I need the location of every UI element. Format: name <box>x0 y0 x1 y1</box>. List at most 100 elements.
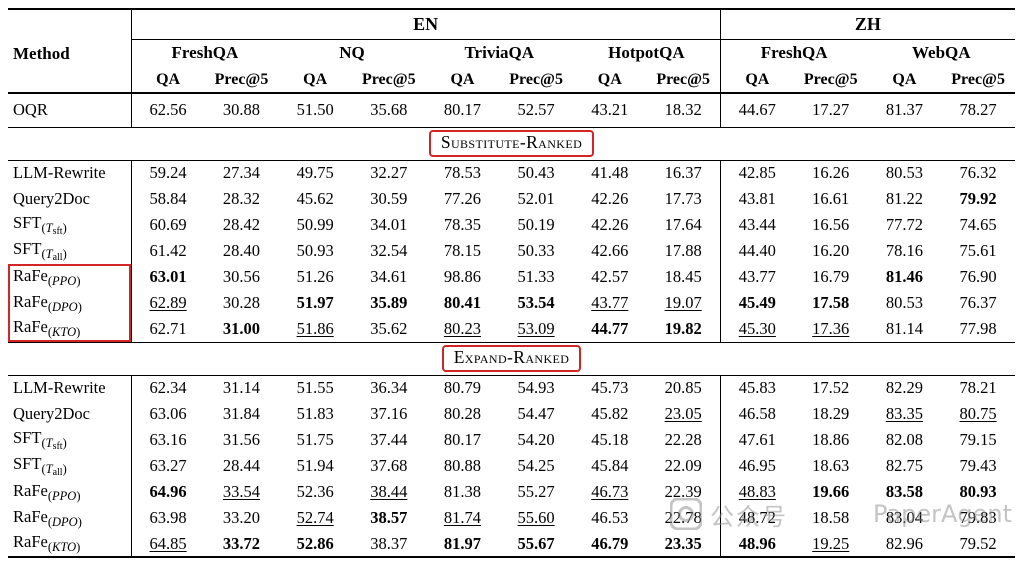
value-cell: 78.35 <box>443 215 482 234</box>
value-cell: 45.49 <box>719 290 794 316</box>
value-cell: 46.53 <box>591 508 629 527</box>
metric-header-qa: QA <box>130 67 205 94</box>
value-cell: 52.01 <box>517 189 555 208</box>
method-text: RaFe <box>13 317 48 337</box>
method-text: KTO <box>52 325 77 340</box>
value-cell: 81.38 <box>443 482 482 501</box>
method-text: SFT <box>13 454 42 473</box>
method-cell: OQR <box>8 93 131 127</box>
value-cell: 38.37 <box>351 531 426 558</box>
value-cell: 33.54 <box>222 482 261 501</box>
value-cell: 50.19 <box>517 215 555 234</box>
value-cell: 78.15 <box>443 241 482 260</box>
method-text: ) <box>77 514 82 529</box>
value-cell: 74.65 <box>959 215 997 234</box>
value-cell: 28.44 <box>222 456 261 475</box>
value-cell: 48.72 <box>719 505 794 531</box>
value-cell: 80.23 <box>443 318 482 338</box>
value-cell: 51.26 <box>296 267 334 286</box>
value-cell: 28.32 <box>222 189 261 208</box>
value-cell: 19.07 <box>664 293 702 312</box>
section-header-cell: Expand-Ranked <box>8 341 1015 376</box>
value-cell: 47.61 <box>719 427 794 453</box>
value-cell: 30.28 <box>222 293 261 312</box>
value-cell: 43.21 <box>591 100 629 120</box>
metric-header-qa: QA <box>572 67 647 94</box>
value-cell: 63.01 <box>130 264 205 290</box>
value-cell: 80.79 <box>443 378 482 398</box>
method-text: RaFe <box>13 291 48 311</box>
method-text: T <box>45 462 53 476</box>
value-cell: 50.33 <box>517 241 555 260</box>
value-cell: 79.15 <box>959 430 997 449</box>
method-text: RaFe <box>13 265 48 285</box>
method-cell: Query2Doc <box>8 186 131 212</box>
section-header-cell: Substitute-Ranked <box>8 126 1015 161</box>
value-cell: 51.33 <box>517 267 555 286</box>
method-text: KTO <box>52 540 77 554</box>
results-table-wrap: EN ZH Method FreshQA NQ TriviaQA HotpotQ… <box>8 8 1015 558</box>
method-text: T <box>45 221 53 235</box>
method-cell: RaFe(KTO) <box>8 316 131 342</box>
method-cell: RaFe(PPO) <box>8 264 131 290</box>
metric-header-row: QA Prec@5 QA Prec@5 QA Prec@5 QA Prec@5 … <box>8 67 1015 94</box>
value-cell: 61.42 <box>130 238 205 264</box>
value-cell: 81.46 <box>885 267 923 286</box>
value-cell: 79.43 <box>959 456 997 475</box>
method-cell: SFT(Tsft) <box>8 212 131 238</box>
value-cell: 17.36 <box>812 318 850 338</box>
value-cell: 53.09 <box>517 318 555 338</box>
value-cell: 51.97 <box>296 293 334 312</box>
value-cell: 19.66 <box>812 482 850 501</box>
value-cell: 18.58 <box>812 508 850 527</box>
value-cell: 46.95 <box>719 453 794 479</box>
value-cell: 79.92 <box>959 189 997 208</box>
group-header-en: EN <box>130 8 721 40</box>
value-cell: 16.37 <box>664 163 702 183</box>
method-text: ( <box>41 221 46 235</box>
value-cell: 43.77 <box>719 264 794 290</box>
value-cell: 82.29 <box>885 378 923 398</box>
value-cell: 64.96 <box>130 479 205 505</box>
value-cell: 19.82 <box>664 318 702 338</box>
value-cell: 37.68 <box>370 456 408 475</box>
value-cell: 80.41 <box>443 293 482 312</box>
value-cell: 54.47 <box>517 404 555 423</box>
value-cell: 17.88 <box>664 241 702 260</box>
value-cell: 51.75 <box>296 430 334 449</box>
method-text: SFT <box>13 428 42 447</box>
value-cell: 45.73 <box>591 378 629 398</box>
results-table: EN ZH Method FreshQA NQ TriviaQA HotpotQ… <box>8 8 1015 558</box>
value-cell: 80.17 <box>443 100 482 120</box>
value-cell: 50.43 <box>517 163 555 183</box>
method-text: ) <box>77 299 82 314</box>
value-cell: 28.42 <box>222 215 261 234</box>
value-cell: 50.99 <box>296 215 334 234</box>
method-text: ) <box>62 462 67 476</box>
value-cell: 82.08 <box>885 430 923 449</box>
value-cell: 76.32 <box>959 163 997 183</box>
value-cell: 42.66 <box>591 241 629 260</box>
value-cell: 18.29 <box>812 404 850 423</box>
method-cell: RaFe(KTO) <box>8 531 131 558</box>
value-cell: 55.60 <box>517 508 555 527</box>
value-cell: 44.77 <box>591 318 629 338</box>
value-cell: 77.26 <box>443 189 482 208</box>
method-text: PPO <box>52 273 77 288</box>
table-row: RaFe(KTO) 64.85 33.72 52.86 38.37 81.97 55.67 4… <box>8 531 1015 558</box>
method-cell: RaFe(PPO) <box>8 479 131 505</box>
dataset-header-freshqa-en: FreshQA <box>130 39 279 67</box>
dataset-header-triviaqa: TriviaQA <box>464 43 535 63</box>
value-cell: 82.75 <box>885 456 923 475</box>
value-cell: 48.83 <box>719 479 794 505</box>
value-cell: 51.83 <box>296 404 334 423</box>
value-cell: 17.58 <box>812 293 850 312</box>
value-cell: 46.58 <box>719 401 794 427</box>
value-cell: 64.85 <box>130 531 205 558</box>
method-cell: LLM-Rewrite <box>8 160 131 186</box>
method-text: LLM-Rewrite <box>13 163 106 183</box>
value-cell: 16.56 <box>812 215 850 234</box>
value-cell: 17.27 <box>812 100 850 120</box>
value-cell: 78.27 <box>959 100 997 120</box>
value-cell: 81.74 <box>443 508 482 527</box>
